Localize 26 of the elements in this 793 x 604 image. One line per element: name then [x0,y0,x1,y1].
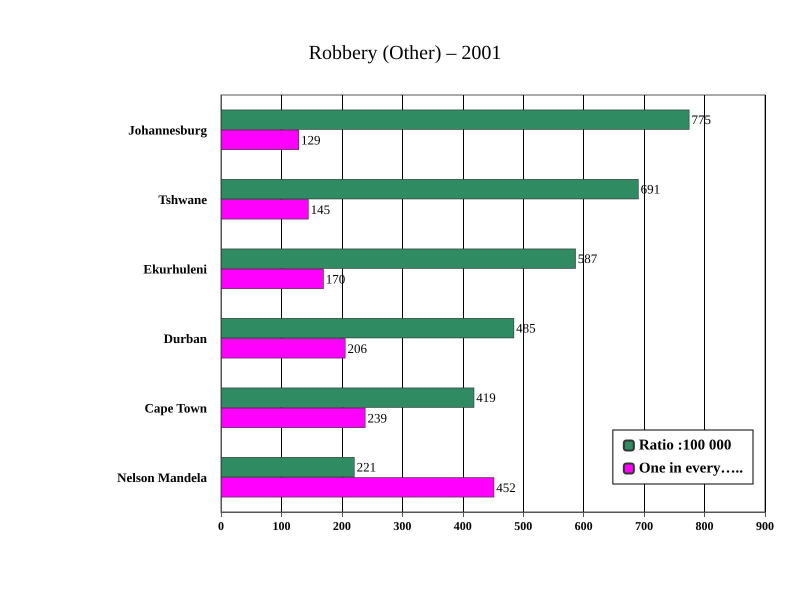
y-tick-label: Tshwane [158,192,208,207]
x-tick-label: 800 [696,519,714,533]
y-tick-label: Ekurhuleni [143,261,208,276]
data-label: 452 [496,480,516,495]
x-tick-label: 400 [454,519,472,533]
y-tick-label: Durban [164,330,208,346]
x-tick-label: 600 [574,519,593,533]
data-label: 419 [476,390,496,406]
x-tick-label: 500 [514,519,532,533]
y-tick-label: Cape Town [144,400,208,416]
x-tick-label: 200 [332,519,351,533]
data-label: 221 [356,460,376,475]
x-tick-label: 700 [635,519,654,533]
legend-label: One in every….. [638,460,744,476]
data-label: 129 [300,132,320,148]
x-tick-label: 0 [218,519,224,533]
legend-label: Ratio :100 000 [638,438,732,454]
chart-title: Robbery (Other) – 2001 [308,42,502,64]
y-tick-label: Johannesburg [128,122,208,138]
data-label: 206 [348,340,368,356]
y-tick-label: Nelson Mandela [117,470,208,485]
x-tick-label: 900 [756,519,774,533]
data-label: 145 [310,202,330,217]
data-label: 239 [367,410,387,426]
x-tick-label: 100 [272,519,290,533]
x-tick-label: 300 [393,519,412,533]
